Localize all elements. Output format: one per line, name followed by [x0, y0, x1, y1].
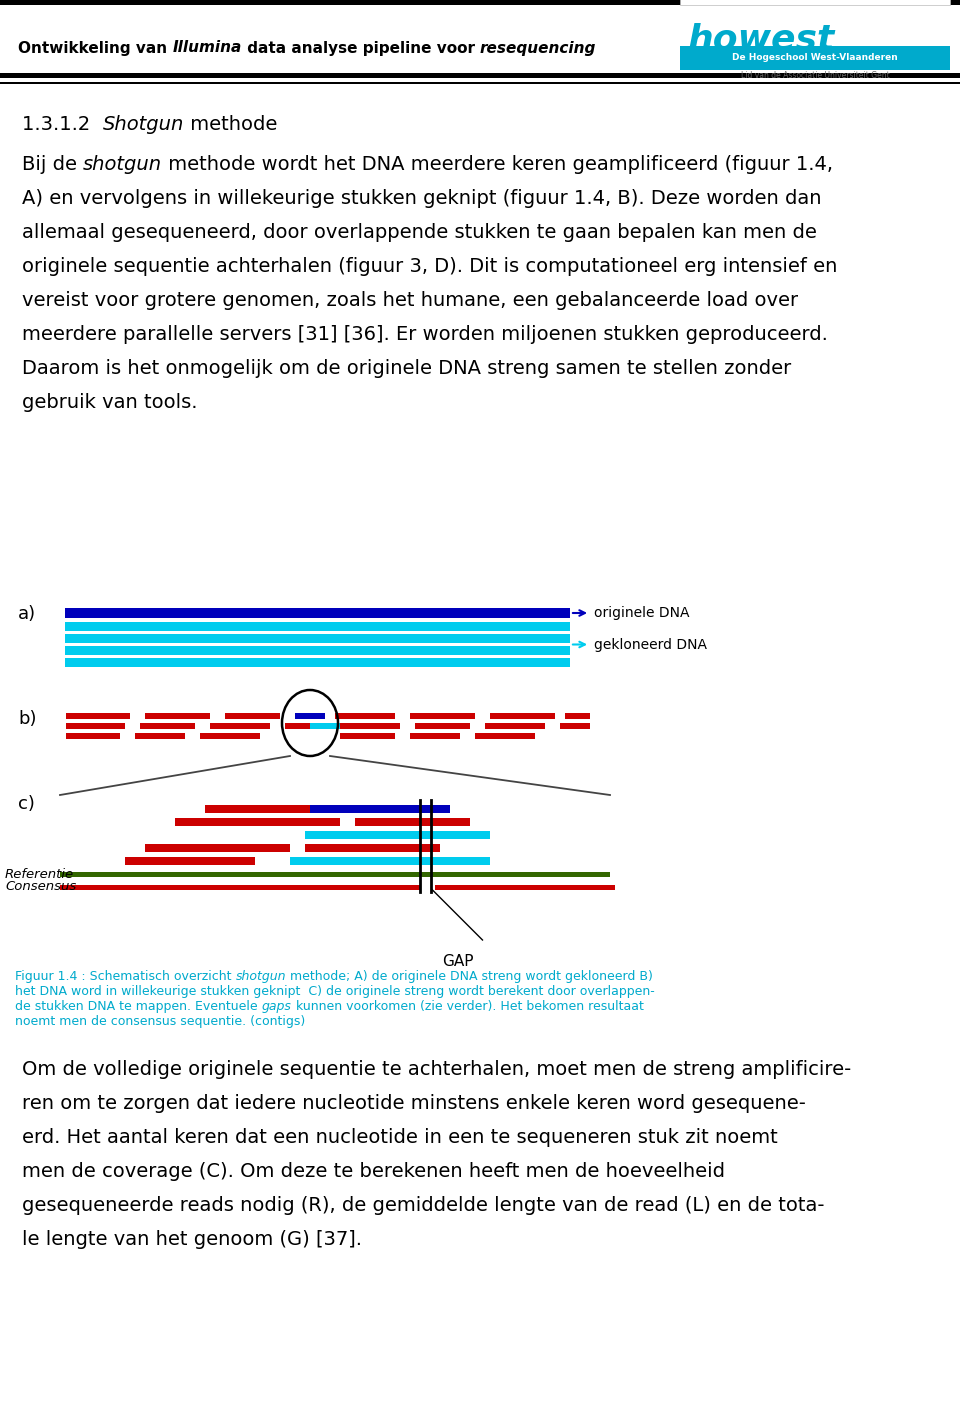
Bar [305, 831, 490, 839]
Bar [225, 712, 280, 719]
Text: shotgun: shotgun [84, 155, 162, 175]
Bar [66, 712, 130, 719]
Bar [66, 734, 120, 739]
Text: 1.3.1.2: 1.3.1.2 [22, 115, 103, 134]
Text: c): c) [18, 796, 35, 812]
Bar [60, 886, 420, 890]
Bar [60, 872, 610, 877]
Text: de stukken DNA te mappen. Eventuele: de stukken DNA te mappen. Eventuele [15, 1000, 262, 1012]
Text: erd. Het aantal keren dat een nucleotide in een te sequeneren stuk zit noemt: erd. Het aantal keren dat een nucleotide… [22, 1128, 778, 1148]
Bar [140, 722, 195, 729]
Bar [475, 734, 535, 739]
Bar [335, 712, 395, 719]
Bar [680, 0, 950, 6]
Text: De Hogeschool West-Vlaanderen: De Hogeschool West-Vlaanderen [732, 54, 898, 62]
Bar [65, 622, 570, 631]
Bar [205, 805, 365, 812]
Text: kunnen voorkomen (zie verder). Het bekomen resultaat: kunnen voorkomen (zie verder). Het bekom… [292, 1000, 643, 1012]
Text: allemaal gesequeneerd, door overlappende stukken te gaan bepalen kan men de: allemaal gesequeneerd, door overlappende… [22, 222, 817, 242]
Text: methode: methode [184, 115, 277, 134]
Text: methode wordt het DNA meerdere keren geamplificeerd (figuur 1.4,: methode wordt het DNA meerdere keren gea… [162, 155, 833, 175]
Text: data analyse pipeline voor: data analyse pipeline voor [242, 41, 480, 55]
Bar [310, 722, 340, 729]
Bar [145, 712, 210, 719]
Text: meerdere parallelle servers [31] [36]. Er worden miljoenen stukken geproduceerd.: meerdere parallelle servers [31] [36]. E… [22, 325, 828, 344]
Text: gebruik van tools.: gebruik van tools. [22, 393, 198, 413]
Bar [305, 843, 440, 852]
Text: Bij de: Bij de [22, 155, 84, 175]
Text: Shotgun: Shotgun [103, 115, 184, 134]
Bar [490, 712, 555, 719]
Bar [485, 722, 545, 729]
Bar [565, 712, 590, 719]
Text: originele DNA: originele DNA [594, 605, 689, 620]
Bar [435, 886, 615, 890]
Text: howest: howest [688, 23, 835, 56]
Text: noemt men de consensus sequentie. (contigs): noemt men de consensus sequentie. (conti… [15, 1015, 305, 1028]
Bar [65, 608, 570, 618]
Bar [310, 805, 450, 812]
Bar [285, 722, 310, 729]
Text: Figuur 1.4 : Schematisch overzicht: Figuur 1.4 : Schematisch overzicht [15, 970, 235, 983]
Text: A) en vervolgens in willekeurige stukken geknipt (figuur 1.4, B). Deze worden da: A) en vervolgens in willekeurige stukken… [22, 189, 822, 208]
Text: a): a) [18, 605, 36, 622]
Text: shotgun: shotgun [235, 970, 286, 983]
Bar [560, 722, 590, 729]
Text: gesequeneerde reads nodig (R), de gemiddelde lengte van de read (L) en de tota-: gesequeneerde reads nodig (R), de gemidd… [22, 1195, 825, 1215]
Bar [0, 73, 960, 77]
Bar [295, 712, 325, 719]
Text: gekloneerd DNA: gekloneerd DNA [594, 638, 707, 652]
Text: Om de volledige originele sequentie te achterhalen, moet men de streng amplifici: Om de volledige originele sequentie te a… [22, 1060, 852, 1079]
Bar [355, 818, 470, 826]
Bar [410, 734, 460, 739]
Bar [145, 843, 290, 852]
Bar [0, 82, 960, 84]
Text: resequencing: resequencing [480, 41, 596, 55]
Bar [210, 722, 270, 729]
Text: Illumina: Illumina [173, 41, 242, 55]
Text: Consensus: Consensus [5, 880, 76, 894]
Bar [680, 46, 950, 70]
Bar [410, 712, 475, 719]
Text: vereist voor grotere genomen, zoals het humane, een gebalanceerde load over: vereist voor grotere genomen, zoals het … [22, 291, 798, 310]
Bar [340, 734, 395, 739]
Text: het DNA word in willekeurige stukken geknipt  C) de originele streng wordt berek: het DNA word in willekeurige stukken gek… [15, 986, 655, 998]
Bar [415, 722, 470, 729]
Text: ren om te zorgen dat iedere nucleotide minstens enkele keren word gesequene-: ren om te zorgen dat iedere nucleotide m… [22, 1094, 805, 1112]
Text: Referentie: Referentie [5, 867, 74, 880]
Text: Ontwikkeling van: Ontwikkeling van [18, 41, 173, 55]
Text: Lid van de Associatie Universiteit Gent: Lid van de Associatie Universiteit Gent [740, 72, 889, 80]
Bar [0, 0, 960, 6]
Bar [200, 734, 260, 739]
Bar [125, 857, 255, 865]
Text: gaps: gaps [262, 1000, 292, 1012]
Text: b): b) [18, 710, 36, 728]
Bar [65, 658, 570, 667]
Bar [295, 712, 320, 719]
Text: originele sequentie achterhalen (figuur 3, D). Dit is computationeel erg intensi: originele sequentie achterhalen (figuur … [22, 258, 837, 276]
Bar [340, 722, 400, 729]
Bar [65, 634, 570, 643]
Bar [65, 646, 570, 655]
Text: Daarom is het onmogelijk om de originele DNA streng samen te stellen zonder: Daarom is het onmogelijk om de originele… [22, 359, 791, 377]
Bar [290, 857, 490, 865]
Text: le lengte van het genoom (G) [37].: le lengte van het genoom (G) [37]. [22, 1231, 362, 1249]
Text: methode; A) de originele DNA streng wordt gekloneerd B): methode; A) de originele DNA streng word… [286, 970, 653, 983]
Bar [175, 818, 340, 826]
Bar [66, 722, 125, 729]
Text: GAP: GAP [442, 955, 473, 969]
Bar [135, 734, 185, 739]
Text: men de coverage (C). Om deze te berekenen heeft men de hoeveelheid: men de coverage (C). Om deze te berekene… [22, 1162, 725, 1181]
